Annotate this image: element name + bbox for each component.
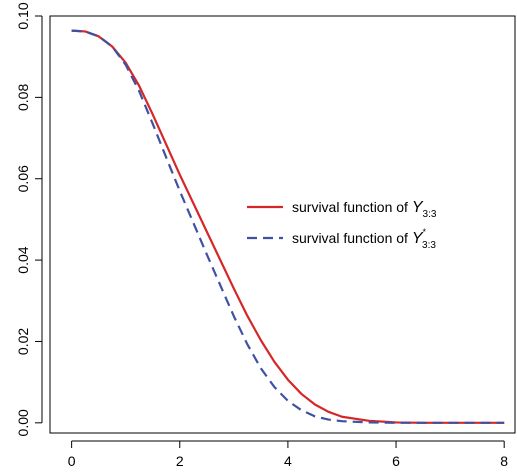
series-line-1 — [71, 29, 505, 424]
plot-frame — [49, 15, 516, 434]
series-line-2 — [71, 29, 505, 424]
y-tick-label: 0.02 — [15, 328, 31, 355]
legend: survival function of Y3:3 survival functi… — [247, 199, 437, 251]
series-layer — [71, 29, 505, 424]
x-tick-label: 0 — [68, 453, 76, 469]
x-tick-label: 4 — [284, 453, 292, 469]
legend-label-1: survival function of Y3:3 — [292, 199, 437, 220]
y-axis: 0.00 0.02 0.04 0.06 0.08 0.10 — [15, 2, 43, 436]
y-tick-label: 0.08 — [15, 84, 31, 111]
x-tick-label: 8 — [500, 453, 508, 469]
y-tick-label: 0.06 — [15, 165, 31, 192]
y-tick-label: 0.00 — [15, 409, 31, 436]
y-tick-label: 0.04 — [15, 246, 31, 273]
legend-label-2: survival function of Y* 3:3 — [292, 227, 436, 251]
x-axis: 0 2 4 6 8 — [68, 440, 508, 469]
x-tick-label: 2 — [176, 453, 184, 469]
x-tick-label: 6 — [392, 453, 400, 469]
y-tick-label: 0.10 — [15, 2, 31, 29]
